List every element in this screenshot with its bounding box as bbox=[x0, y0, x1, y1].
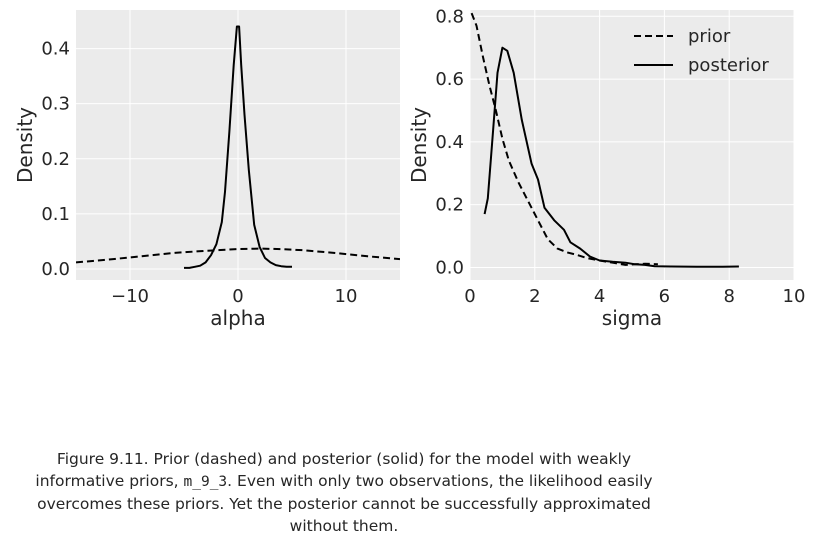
alpha-x-tick-label: 0 bbox=[232, 286, 243, 307]
alpha-y-tick-label: 0.4 bbox=[41, 39, 70, 60]
alpha-y-tick-label: 0.1 bbox=[41, 204, 70, 225]
sigma-y-tick-label: 0.4 bbox=[435, 132, 464, 153]
sigma-x-tick-label: 2 bbox=[529, 286, 540, 307]
alpha-x-tick-label: 10 bbox=[335, 286, 358, 307]
caption-code: m_9_3 bbox=[183, 474, 228, 490]
alpha-x-tick-label: −10 bbox=[111, 286, 149, 307]
figure: −10 0 10 0.0 0.1 0.2 0.3 0.4 alpha Density 0 2 4 6 8 1… bbox=[13, 6, 805, 330]
caption-text-2: . Even with only two observations, the l… bbox=[37, 472, 653, 535]
sigma-x-tick-label: 6 bbox=[659, 286, 670, 307]
alpha-y-tick-label: 0.2 bbox=[41, 149, 70, 170]
alpha-dashed-line bbox=[76, 247, 400, 264]
alpha-y-axis-label: Density bbox=[13, 107, 37, 183]
sigma-x-tick-label: 4 bbox=[594, 286, 605, 307]
sigma-density-panel: 0 2 4 6 8 10 0.0 0.2 0.4 0.6 0.8 sigma Density bbox=[407, 6, 805, 330]
sigma-x-tick-label: 0 bbox=[464, 286, 475, 307]
sigma-plot-area bbox=[470, 10, 794, 280]
sigma-x-tick-label: 8 bbox=[723, 286, 734, 307]
alpha-y-tick-label: 0.0 bbox=[41, 259, 70, 280]
legend-label-prior: prior bbox=[688, 26, 731, 47]
sigma-x-axis-label: sigma bbox=[602, 306, 662, 330]
sigma-prior-line bbox=[470, 12, 658, 266]
alpha-y-tick-label: 0.3 bbox=[41, 94, 70, 115]
sigma-y-tick-label: 0.2 bbox=[435, 195, 464, 216]
alpha-density-panel: −10 0 10 0.0 0.1 0.2 0.3 0.4 alpha Density bbox=[13, 10, 400, 330]
sigma-y-tick-label: 0.6 bbox=[435, 69, 464, 90]
sigma-posterior-line bbox=[483, 46, 739, 268]
figure-caption: Figure 9.11. Prior (dashed) and posterio… bbox=[18, 448, 670, 537]
alpha-solid-line bbox=[184, 25, 292, 269]
legend: prior posterior bbox=[634, 26, 769, 76]
caption-text-1: Figure 9.11. Prior (dashed) and posterio… bbox=[35, 450, 632, 490]
sigma-y-tick-label: 0.8 bbox=[435, 6, 464, 27]
sigma-x-tick-label: 10 bbox=[783, 286, 806, 307]
sigma-y-tick-label: 0.0 bbox=[435, 257, 464, 278]
legend-label-posterior: posterior bbox=[688, 55, 769, 76]
alpha-x-axis-label: alpha bbox=[210, 306, 265, 330]
sigma-y-axis-label: Density bbox=[407, 107, 431, 183]
